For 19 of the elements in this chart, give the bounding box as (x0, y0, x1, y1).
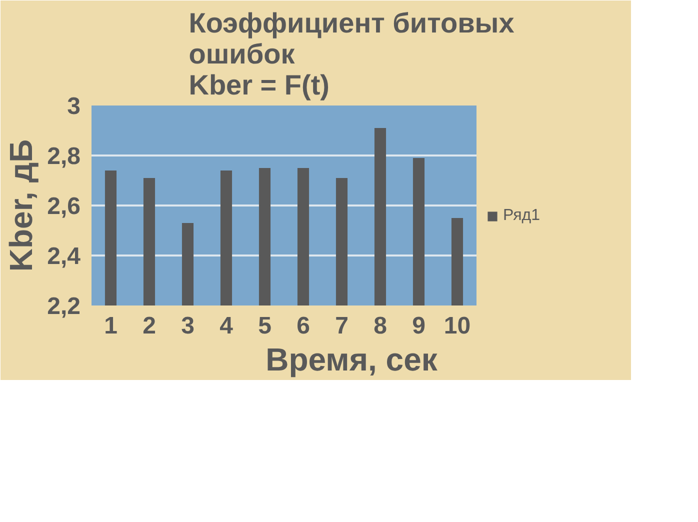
x-tick-label: 5 (258, 312, 272, 340)
x-axis-title: Время, сек (266, 342, 438, 378)
x-tick-label: 2 (142, 312, 156, 340)
y-tick-label: 3 (67, 93, 81, 120)
x-tick-label: 3 (181, 312, 194, 340)
y-tick-label: 2,6 (47, 193, 81, 220)
x-tick-label: 9 (412, 312, 426, 340)
y-tick-label: 2,2 (47, 293, 81, 320)
y-tick-label: 2,4 (47, 243, 82, 270)
x-tick-label: 8 (374, 312, 387, 340)
x-tick-label: 10 (444, 312, 471, 340)
x-tick-label: 6 (296, 312, 310, 340)
y-axis-title: Kber, дБ (3, 139, 40, 272)
chart-title: Коэффициент битовых ошибок Kber = F(t) (188, 8, 515, 100)
x-tick-label: 7 (335, 312, 348, 340)
x-tick-label: 4 (220, 312, 234, 340)
legend-label: Ряд1 (503, 207, 540, 225)
x-tick-label: 1 (104, 312, 118, 340)
y-tick-label: 2,8 (47, 143, 81, 170)
